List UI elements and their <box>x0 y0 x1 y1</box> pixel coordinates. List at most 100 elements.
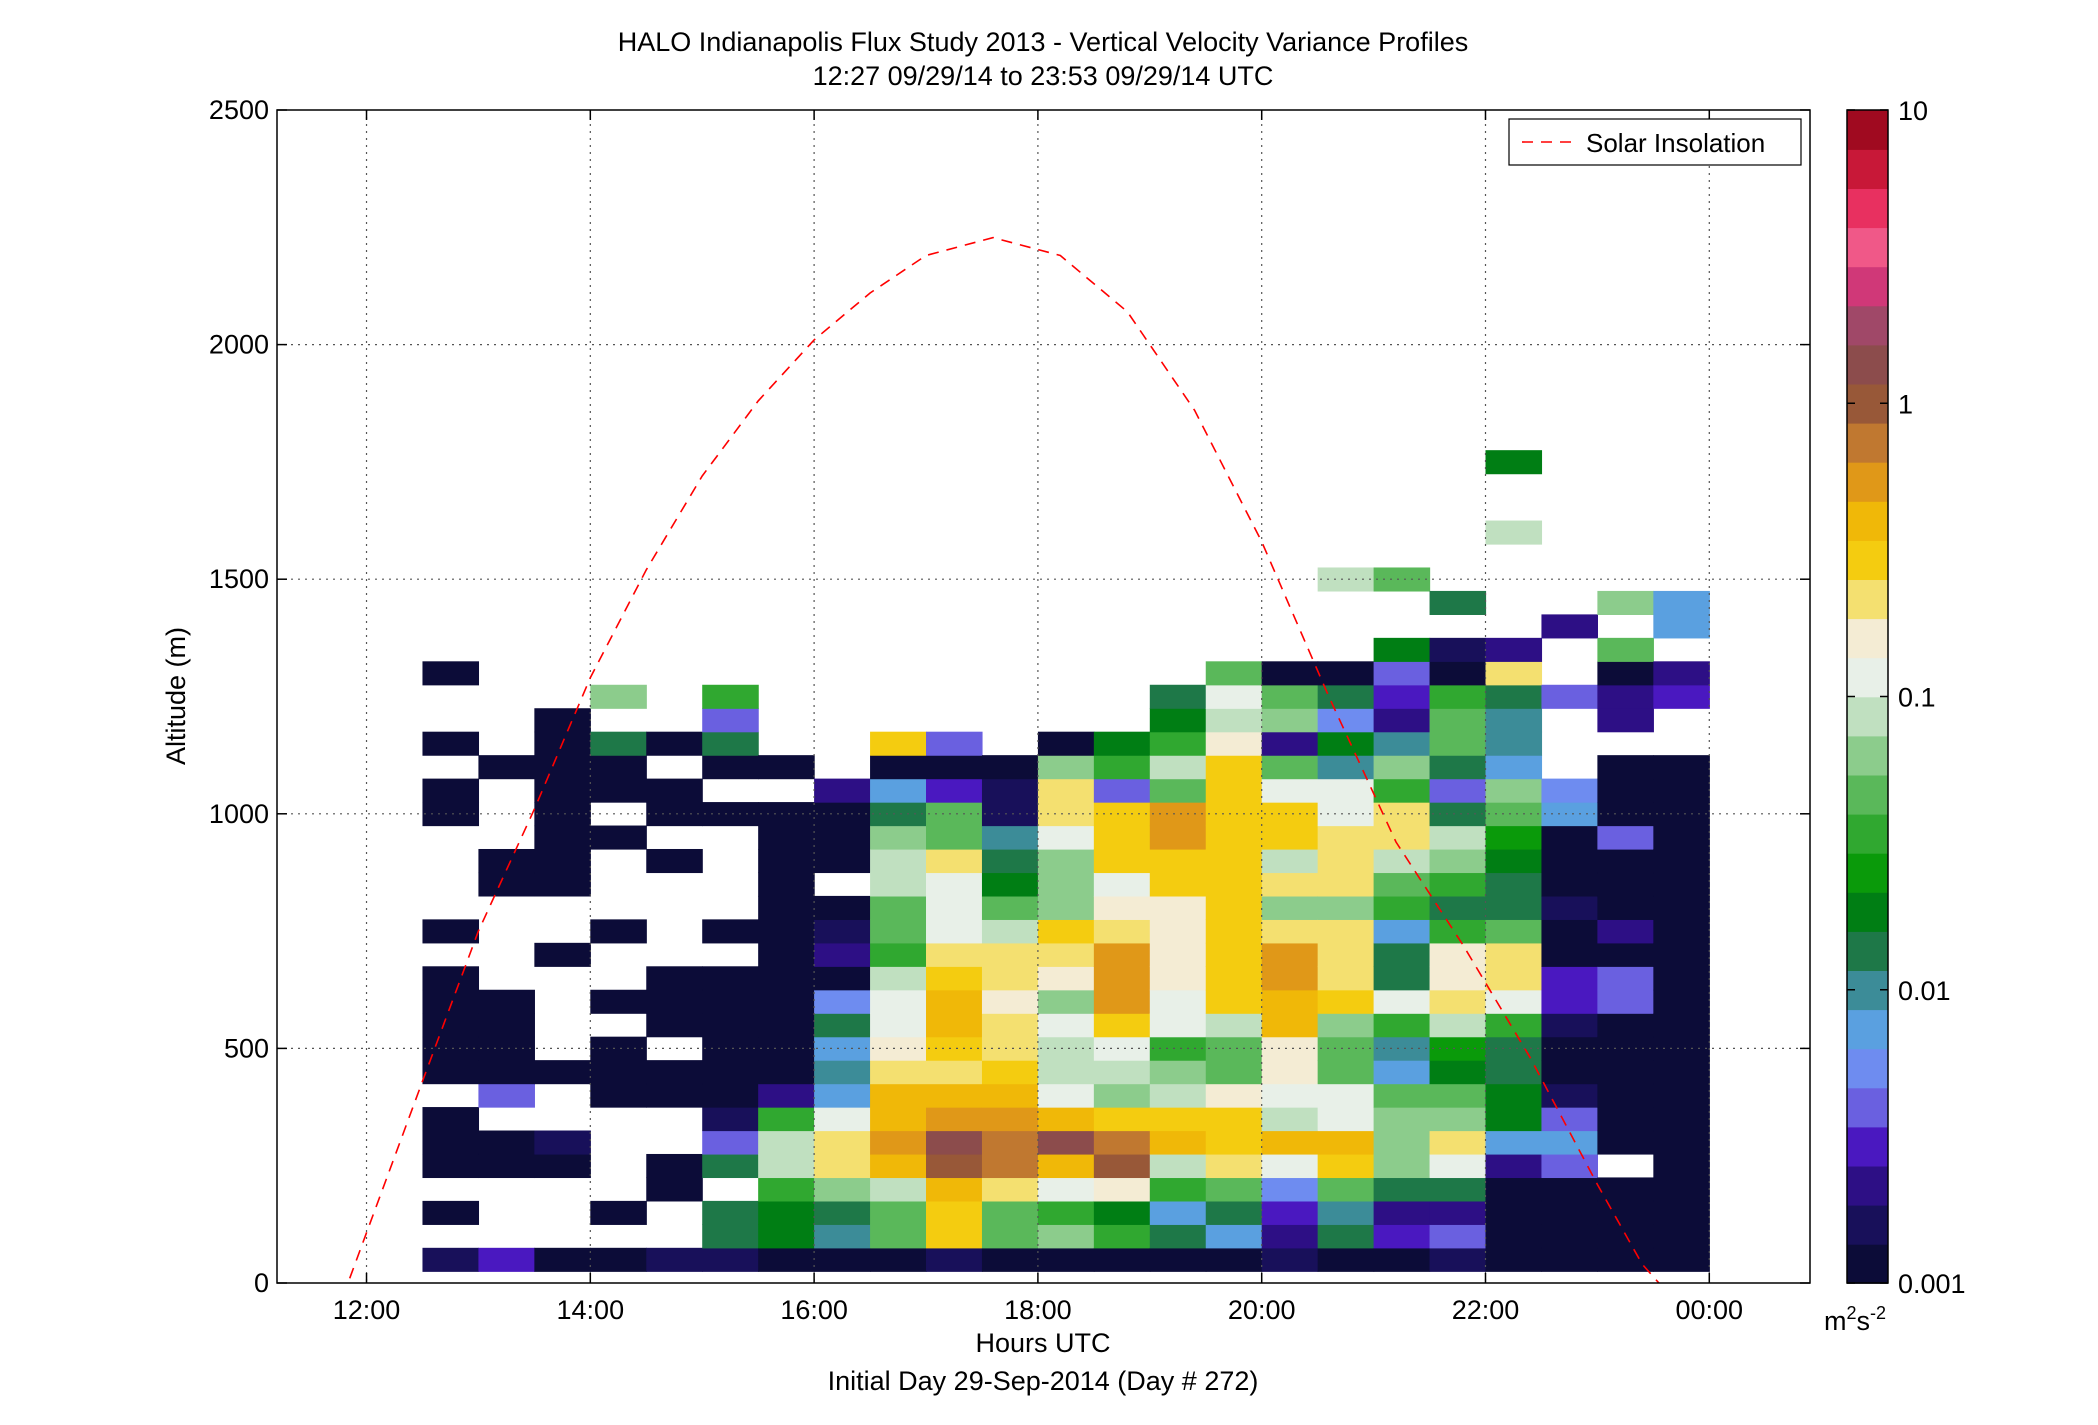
heatmap-cell <box>1037 1177 1095 1202</box>
heatmap-cell <box>981 1224 1039 1249</box>
heatmap-cell <box>1597 825 1654 850</box>
heatmap-cell <box>1485 848 1543 874</box>
heatmap-cell <box>646 778 703 803</box>
x-axis-sublabel: Initial Day 29-Sep-2014 (Day # 272) <box>828 1366 1259 1396</box>
heatmap-cell <box>1429 755 1487 780</box>
y-tick-label: 1000 <box>209 799 269 829</box>
heatmap-cell <box>1149 1130 1207 1155</box>
colorbar-segment <box>1847 1009 1888 1050</box>
heatmap-cell <box>1205 1153 1263 1179</box>
heatmap-cell <box>1485 942 1543 967</box>
heatmap-cell <box>1597 1107 1654 1132</box>
heatmap-cell <box>646 731 703 756</box>
heatmap-cell <box>814 1013 871 1038</box>
heatmap-cell <box>981 1060 1039 1085</box>
heatmap-cell <box>870 825 927 850</box>
heatmap-cell <box>1485 731 1543 756</box>
heatmap-cell <box>646 1060 703 1085</box>
colorbar-segment <box>1847 422 1888 463</box>
heatmap-cell <box>758 942 815 967</box>
heatmap-cell <box>1205 778 1263 803</box>
colorbar-segment <box>1847 892 1888 932</box>
heatmap-cell <box>981 872 1039 897</box>
x-tick-label: 14:00 <box>557 1295 625 1325</box>
legend: Solar Insolation <box>1508 118 1802 166</box>
heatmap-cell <box>1541 1224 1598 1249</box>
heatmap-cell <box>1653 755 1710 780</box>
heatmap-cell <box>1653 942 1710 967</box>
heatmap-cell <box>1429 1247 1487 1272</box>
colorbar-segment <box>1847 227 1888 268</box>
colorbar-segment <box>1847 344 1888 385</box>
colorbar-segment <box>1847 735 1888 776</box>
heatmap-cell <box>1317 1107 1375 1132</box>
heatmap-cell <box>534 942 591 967</box>
heatmap-cell <box>1205 802 1263 827</box>
heatmap-cell <box>1037 895 1095 920</box>
heatmap-cell <box>981 989 1039 1014</box>
heatmap-cell <box>1205 848 1263 874</box>
colorbar-tick-label: 0.001 <box>1898 1269 1966 1299</box>
heatmap-cell <box>981 1177 1039 1202</box>
heatmap-cell <box>1541 1036 1598 1061</box>
heatmap-cell <box>590 1200 647 1225</box>
heatmap-cell <box>1149 1107 1207 1132</box>
heatmap-cell <box>1429 825 1487 850</box>
heatmap-cell <box>1541 872 1598 897</box>
heatmap-cell <box>646 966 703 991</box>
heatmap-cell <box>1261 1083 1319 1108</box>
heatmap-cell <box>1541 1130 1598 1155</box>
heatmap-cell <box>1149 919 1207 944</box>
heatmap-cell <box>1205 708 1263 733</box>
heatmap-cell <box>1037 1107 1095 1132</box>
colorbar-segment <box>1847 501 1888 541</box>
colorbar-segment <box>1847 461 1888 502</box>
chart-subtitle: 12:27 09/29/14 to 23:53 09/29/14 UTC <box>813 61 1274 91</box>
heatmap-cell <box>1149 1200 1207 1225</box>
heatmap-cell <box>1037 872 1095 897</box>
x-axis-label: Hours UTC <box>975 1328 1110 1358</box>
heatmap-cell <box>1485 895 1543 920</box>
heatmap-cell <box>1541 895 1598 920</box>
heatmap-cell <box>1149 989 1207 1014</box>
heatmap-cell <box>1261 1130 1319 1155</box>
heatmap-cell <box>870 1224 927 1249</box>
x-axis-ticks: 12:00 14:00 16:00 18:00 20:00 22:00 00:00 <box>333 110 1743 1325</box>
heatmap-cell <box>1037 966 1095 991</box>
heatmap-cell <box>1261 966 1319 991</box>
heatmap-cell <box>1541 825 1598 850</box>
heatmap-cell <box>534 1153 591 1179</box>
heatmap-cell <box>1429 637 1487 662</box>
heatmap-cell <box>814 848 871 874</box>
heatmap-cell <box>926 1013 983 1038</box>
colorbar-segment <box>1847 579 1888 620</box>
heatmap-cell <box>1653 614 1710 639</box>
heatmap-cell <box>926 1107 983 1132</box>
heatmap-cell <box>1261 684 1319 709</box>
heatmap-cell <box>1317 872 1375 897</box>
heatmap-cell <box>590 1060 647 1085</box>
heatmap-cell <box>1653 1060 1710 1085</box>
heatmap-cell <box>1653 1153 1710 1179</box>
heatmap-cell <box>1541 1247 1598 1272</box>
heatmap-cell <box>1093 755 1151 780</box>
heatmap-cell <box>1485 1013 1543 1038</box>
heatmap-cell <box>1373 1013 1431 1038</box>
heatmap-cell <box>1205 919 1263 944</box>
heatmap-cell <box>981 1247 1039 1272</box>
heatmap-cell <box>1037 1036 1095 1061</box>
heatmap-cell <box>1541 942 1598 967</box>
heatmap-cell <box>1485 989 1543 1014</box>
heatmap-cell <box>1037 848 1095 874</box>
heatmap-cell <box>1261 1177 1319 1202</box>
heatmap-cell <box>1149 1224 1207 1249</box>
colorbar-segment <box>1847 657 1888 698</box>
heatmap-cell <box>758 1036 815 1061</box>
heatmap-cell <box>1037 1083 1095 1108</box>
heatmap-cell <box>478 989 535 1014</box>
heatmap-cell <box>422 778 480 803</box>
heatmap-cell <box>1205 1036 1263 1061</box>
heatmap-cell <box>1317 1036 1375 1061</box>
heatmap-cell <box>1093 1060 1151 1085</box>
colorbar-segment <box>1847 696 1888 737</box>
